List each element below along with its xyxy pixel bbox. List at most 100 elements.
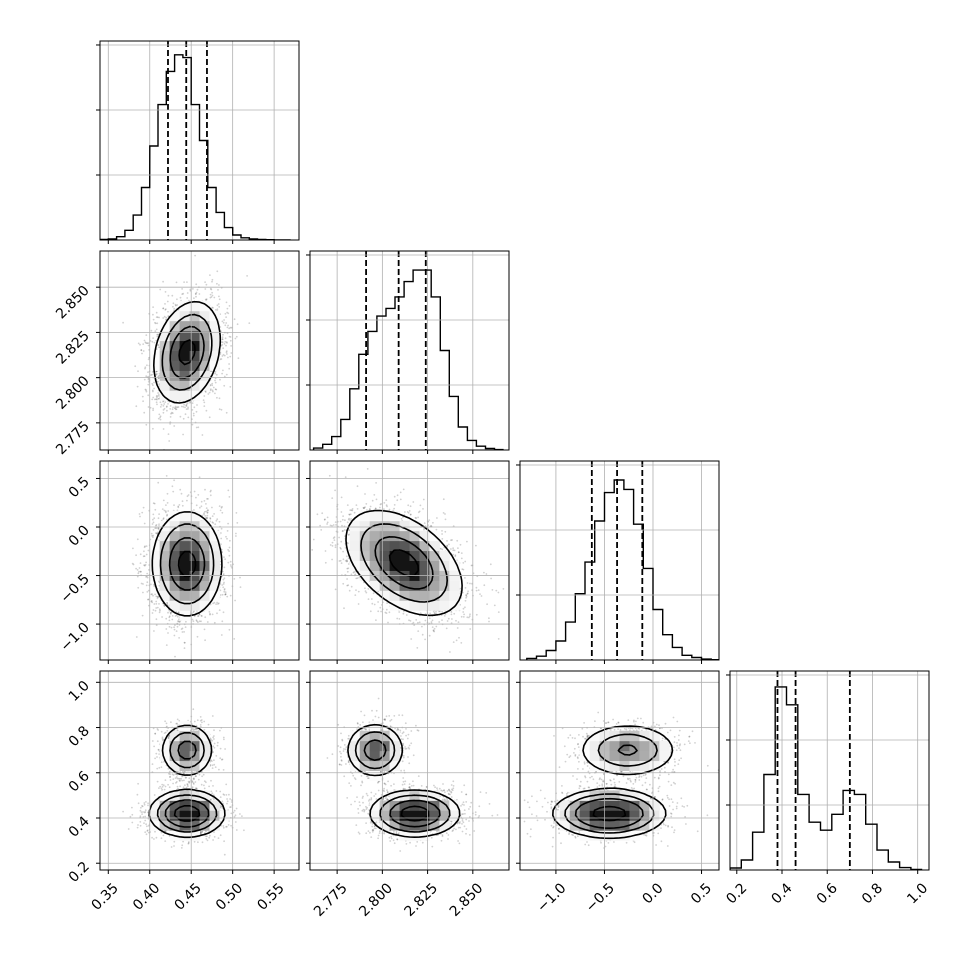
scatter-point xyxy=(154,508,157,511)
scatter-point xyxy=(215,373,218,376)
scatter-point xyxy=(229,339,232,342)
scatter-point xyxy=(187,416,190,419)
scatter-point xyxy=(233,578,236,580)
scatter-point xyxy=(219,589,222,592)
scatter-point xyxy=(223,566,226,569)
scatter-point xyxy=(226,332,229,335)
scatter-point xyxy=(185,404,188,407)
scatter-point xyxy=(159,609,161,612)
scatter-point xyxy=(169,613,172,615)
scatter-point xyxy=(221,343,224,346)
scatter-point xyxy=(177,620,179,622)
scatter-point xyxy=(204,288,207,290)
density-cell xyxy=(179,390,191,401)
scatter-point xyxy=(227,549,230,551)
scatter-point xyxy=(162,499,165,502)
scatter-point xyxy=(197,426,200,429)
scatter-point xyxy=(181,504,184,507)
scatter-point xyxy=(145,423,148,426)
density-cell xyxy=(159,330,171,342)
scatter-point xyxy=(226,530,229,532)
scatter-point xyxy=(225,535,227,538)
scatter-point xyxy=(209,293,212,296)
scatter-point xyxy=(198,476,201,479)
scatter-point xyxy=(189,288,192,291)
scatter-point xyxy=(152,513,155,516)
scatter-point xyxy=(157,346,160,349)
scatter-point xyxy=(206,248,208,250)
scatter-point xyxy=(195,295,197,298)
scatter-point xyxy=(223,319,226,321)
scatter-point xyxy=(145,545,148,547)
scatter-point xyxy=(164,291,167,293)
scatter-point xyxy=(146,572,149,575)
scatter-point xyxy=(155,316,158,318)
scatter-point xyxy=(246,275,249,277)
scatter-point xyxy=(152,318,155,321)
scatter-point xyxy=(204,298,207,301)
scatter-point xyxy=(175,304,177,307)
scatter-point xyxy=(155,395,158,397)
density-cell xyxy=(209,360,220,371)
scatter-point xyxy=(204,391,207,393)
scatter-point xyxy=(156,322,159,325)
density-cell xyxy=(189,350,200,361)
scatter-point xyxy=(151,340,154,343)
scatter-point xyxy=(150,374,152,376)
scatter-point xyxy=(155,618,158,621)
scatter-point xyxy=(211,306,214,309)
scatter-point xyxy=(174,408,177,411)
scatter-point xyxy=(145,584,148,587)
scatter-point xyxy=(178,621,181,623)
scatter-point xyxy=(228,363,231,365)
scatter-point xyxy=(151,382,154,385)
density-cell xyxy=(179,320,191,332)
scatter-point xyxy=(155,373,158,376)
scatter-point xyxy=(216,308,219,311)
scatter-point xyxy=(147,375,150,378)
scatter-point xyxy=(196,404,198,406)
scatter-point xyxy=(193,490,196,493)
scatter-point xyxy=(141,511,144,514)
scatter-point xyxy=(174,405,177,408)
scatter-point xyxy=(201,615,203,617)
scatter-point xyxy=(230,345,233,347)
scatter-point xyxy=(216,304,219,307)
scatter-point xyxy=(162,428,165,430)
scatter-point xyxy=(155,600,158,603)
scatter-point xyxy=(155,372,158,375)
scatter-point xyxy=(153,387,156,390)
scatter-point xyxy=(131,562,134,565)
scatter-point xyxy=(152,521,155,524)
scatter-point xyxy=(145,334,148,336)
scatter-point xyxy=(204,510,206,513)
scatter-point xyxy=(194,293,197,295)
scatter-point xyxy=(169,416,172,418)
scatter-point xyxy=(151,601,154,604)
scatter-point xyxy=(218,609,221,611)
scatter-point xyxy=(162,405,165,407)
scatter-point xyxy=(218,306,221,308)
scatter-point xyxy=(147,344,150,347)
scatter-point xyxy=(151,373,153,376)
scatter-point xyxy=(145,342,148,344)
scatter-point xyxy=(142,343,145,345)
scatter-point xyxy=(157,380,160,383)
scatter-point xyxy=(153,585,156,588)
scatter-point xyxy=(147,598,149,601)
scatter-point xyxy=(211,291,214,294)
scatter-point xyxy=(146,342,149,345)
scatter-point xyxy=(141,395,144,398)
scatter-point xyxy=(223,588,226,590)
scatter-point xyxy=(147,358,150,361)
density-cell xyxy=(179,310,191,322)
scatter-point xyxy=(214,523,217,526)
scatter-point xyxy=(167,632,169,634)
scatter-point xyxy=(205,299,208,302)
density-cell xyxy=(209,330,220,342)
density-cell xyxy=(159,380,171,391)
scatter-point xyxy=(207,393,210,395)
scatter-point xyxy=(221,355,224,357)
scatter-point xyxy=(214,388,217,391)
scatter-point xyxy=(230,326,233,329)
